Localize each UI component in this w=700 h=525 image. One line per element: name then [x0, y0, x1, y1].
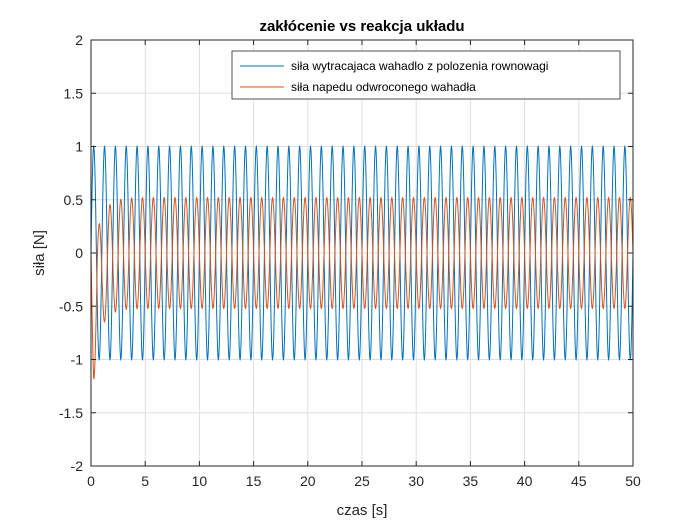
- legend-entry-series-1: siła wytracajaca wahadlo z polozenia row…: [291, 59, 548, 73]
- plot-lines: [90, 144, 634, 380]
- x-tick-label: 30: [408, 473, 424, 489]
- y-tick-label: 2: [75, 32, 83, 48]
- y-tick-label: 0: [75, 245, 83, 261]
- x-tick-label: 15: [246, 473, 262, 489]
- x-axis-label: czas [s]: [337, 502, 388, 519]
- x-tick-label: 10: [192, 473, 208, 489]
- y-tick-label: -1: [71, 352, 84, 368]
- x-tick-label: 35: [463, 473, 479, 489]
- y-tick-label: 1.5: [64, 85, 84, 101]
- x-tick-label: 40: [517, 473, 533, 489]
- y-tick-label: -1.5: [59, 405, 83, 421]
- y-tick-label: -0.5: [59, 298, 83, 314]
- legend-box: [231, 50, 621, 100]
- x-tick-label: 50: [625, 473, 641, 489]
- ticks: [90, 39, 634, 467]
- legend-entry-series-2: siła napedu odwroconego wahadła: [291, 80, 476, 94]
- y-tick-label: 1: [75, 139, 83, 155]
- y-tick-label: 0.5: [64, 192, 84, 208]
- x-tick-label: 20: [300, 473, 316, 489]
- y-tick-label: -2: [71, 458, 84, 474]
- x-tick-label: 5: [141, 473, 149, 489]
- tick-labels: 0 5 10 15 20 25 30 35 40 45 50 2 1.5 1 0.5 0 -0.5 -1 -1.5 -…: [59, 32, 641, 489]
- legend: siła wytracajaca wahadlo z polozenia row…: [231, 50, 621, 100]
- x-tick-label: 25: [354, 473, 370, 489]
- x-tick-label: 45: [571, 473, 587, 489]
- x-tick-label: 0: [87, 473, 95, 489]
- y-axis-label: siła [N]: [31, 230, 48, 276]
- chart-title: zakłócenie vs reakcja układu: [259, 18, 464, 35]
- series-line-2: [90, 196, 634, 380]
